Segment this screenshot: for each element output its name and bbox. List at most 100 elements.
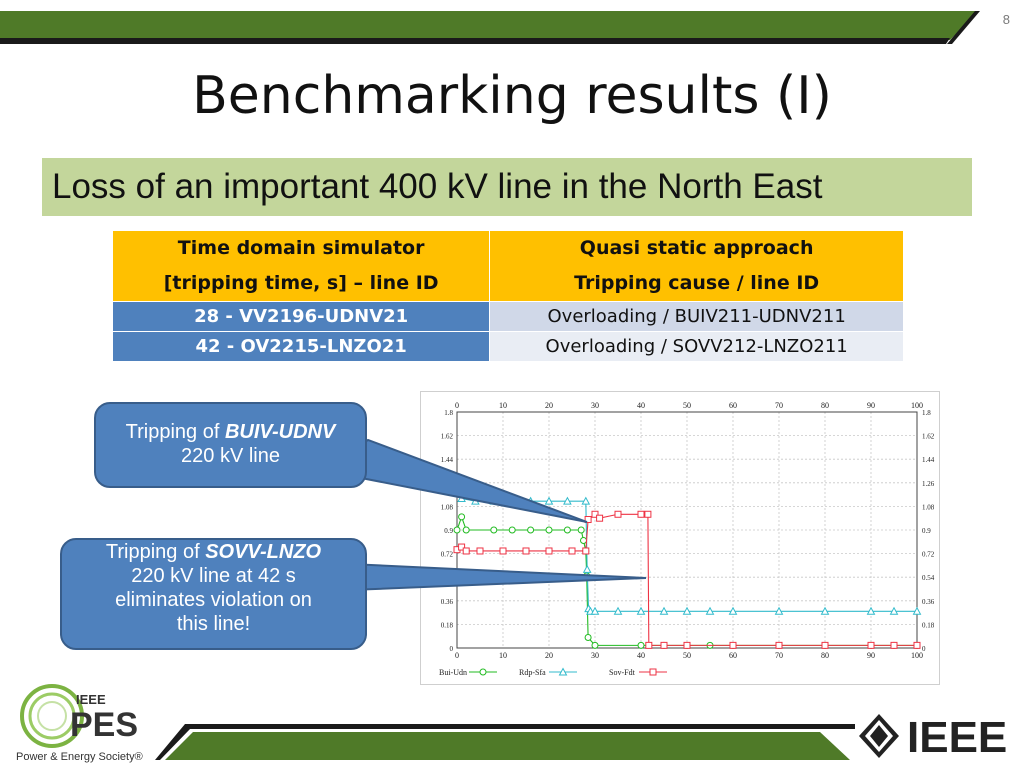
data-point xyxy=(508,526,516,534)
x-tick-label-top: 60 xyxy=(729,401,737,410)
x-tick-label-bottom: 80 xyxy=(821,651,829,660)
y-tick-label-left: 1.8 xyxy=(444,409,453,417)
data-point xyxy=(682,606,692,615)
y-tick-label-left: 1.44 xyxy=(441,456,454,464)
y-tick-label-right: 1.26 xyxy=(922,480,935,488)
x-tick-label-bottom: 90 xyxy=(867,651,875,660)
y-tick-label-right: 1.62 xyxy=(922,433,935,441)
x-tick-label-top: 90 xyxy=(867,401,875,410)
data-point xyxy=(775,641,783,649)
data-point xyxy=(591,641,599,649)
data-point xyxy=(458,513,466,521)
x-tick-label-bottom: 10 xyxy=(499,651,507,660)
callout-buiv-udnv: Tripping of BUIV-UDNV 220 kV line xyxy=(94,402,367,488)
ieee-logo: IEEE xyxy=(859,713,1007,762)
data-point xyxy=(563,526,571,534)
header-line: Time domain simulator xyxy=(177,237,425,259)
simulation-chart: 0 0 10 10 20 20 30 30 40 40 50 50 60 60 70 70 80 80 90 90 10… xyxy=(420,391,940,685)
results-table: Time domain simulator [tripping time, s]… xyxy=(111,230,904,362)
data-point xyxy=(544,496,554,505)
data-point xyxy=(889,606,899,615)
x-tick-label-top: 80 xyxy=(821,401,829,410)
y-tick-label-right: 1.8 xyxy=(922,409,931,417)
data-point xyxy=(913,641,921,649)
page-number: 8 xyxy=(1002,12,1010,27)
svg-text:IEEE: IEEE xyxy=(76,692,106,707)
data-point xyxy=(867,641,875,649)
subtitle-text: Loss of an important 400 kV line in the … xyxy=(52,167,823,206)
y-tick-label-right: 0.36 xyxy=(922,598,935,606)
chart-svg: 0010102020303040405050606070708080909010… xyxy=(439,401,935,677)
y-tick-label-left: 0.36 xyxy=(441,598,454,606)
data-point xyxy=(591,510,599,518)
callout-line-id: SOVV-LNZO xyxy=(205,541,322,563)
callout-prefix: Tripping of xyxy=(105,541,206,563)
table-cell: Overloading / BUIV211-UDNV211 xyxy=(489,301,904,332)
table-cell: 42 - OV2215-LNZO21 xyxy=(111,331,491,362)
callout-line-id: BUIV-UDNV xyxy=(224,421,336,443)
data-point xyxy=(644,510,652,518)
y-tick-label-right: 0.72 xyxy=(922,551,935,559)
y-tick-label-right: 0 xyxy=(922,645,926,653)
data-point xyxy=(659,606,669,615)
svg-text:PES: PES xyxy=(70,706,138,744)
x-tick-label-bottom: 100 xyxy=(911,651,923,660)
data-point xyxy=(476,547,484,555)
slide-title: Benchmarking results (I) xyxy=(192,66,832,126)
callout-sovv-lnzo: Tripping of SOVV-LNZO 220 kV line at 42 … xyxy=(60,538,367,650)
data-point xyxy=(683,641,691,649)
header-line: [tripping time, s] – line ID xyxy=(163,272,439,294)
y-tick-label-right: 1.44 xyxy=(922,456,935,464)
callout-line: Tripping of SOVV-LNZO xyxy=(62,540,365,564)
data-point xyxy=(728,606,738,615)
data-point xyxy=(590,606,600,615)
legend-label: Rdp-Sfa xyxy=(519,668,546,677)
legend-label: Sov-Fdt xyxy=(609,668,636,677)
subtitle-box: Loss of an important 400 kV line in the … xyxy=(42,158,972,216)
x-tick-label-bottom: 40 xyxy=(637,651,645,660)
data-point xyxy=(522,547,530,555)
y-tick-label-left: 0.9 xyxy=(444,527,453,535)
callout-line: Tripping of BUIV-UDNV xyxy=(96,420,365,444)
callout-line: this line! xyxy=(176,613,251,635)
x-tick-label-top: 70 xyxy=(775,401,783,410)
y-tick-label-right: 1.08 xyxy=(922,503,935,511)
x-tick-label-bottom: 0 xyxy=(455,651,459,660)
data-point xyxy=(527,526,535,534)
data-point xyxy=(499,547,507,555)
data-point xyxy=(729,641,737,649)
data-point xyxy=(866,606,876,615)
top-banner xyxy=(0,11,980,44)
data-point xyxy=(637,510,645,518)
data-point xyxy=(462,547,470,555)
data-point xyxy=(584,634,592,642)
x-tick-label-top: 50 xyxy=(683,401,691,410)
header-line: Quasi static approach xyxy=(579,237,814,259)
data-point xyxy=(774,606,784,615)
svg-text:IEEE: IEEE xyxy=(907,713,1007,762)
x-tick-label-top: 30 xyxy=(591,401,599,410)
data-point xyxy=(645,641,653,649)
data-point xyxy=(453,526,461,534)
data-point xyxy=(821,641,829,649)
series-line-sov-fdt xyxy=(456,513,917,646)
x-tick-label-bottom: 30 xyxy=(591,651,599,660)
data-point xyxy=(705,606,715,615)
data-point xyxy=(636,606,646,615)
x-tick-label-bottom: 70 xyxy=(775,651,783,660)
x-tick-label-top: 100 xyxy=(911,401,923,410)
data-point xyxy=(912,606,922,615)
data-point xyxy=(490,526,498,534)
data-point xyxy=(577,526,585,534)
callout-pointer-second xyxy=(349,562,647,592)
x-tick-label-top: 10 xyxy=(499,401,507,410)
y-tick-label-left: 0 xyxy=(450,645,454,653)
table-cell: Overloading / SOVV212-LNZO211 xyxy=(489,331,904,362)
table-header-row: Time domain simulator [tripping time, s]… xyxy=(111,230,904,302)
data-point xyxy=(458,543,466,551)
callout-line: 220 kV line at 42 s xyxy=(131,565,296,587)
data-point xyxy=(890,641,898,649)
y-tick-label-left: 0.18 xyxy=(441,621,454,629)
data-point xyxy=(596,514,604,522)
